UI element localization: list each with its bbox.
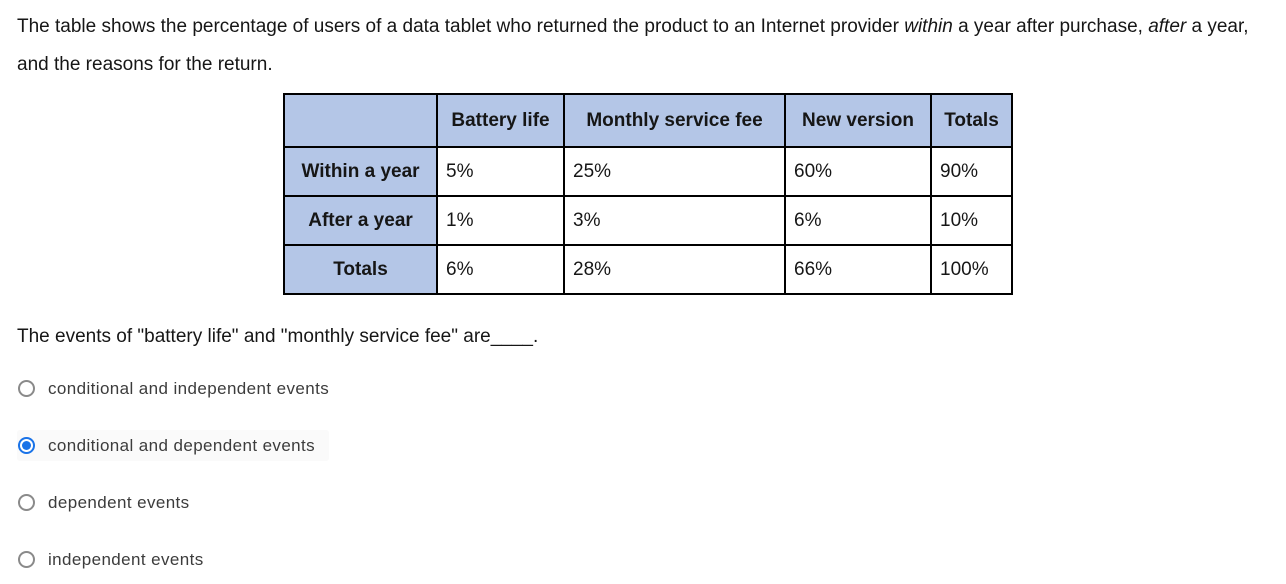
table-cell: 5%	[436, 146, 565, 197]
table-cell: 28%	[563, 244, 786, 295]
question-text: The events of "battery life" and "monthl…	[17, 326, 539, 347]
row-header-within-a-year: Within a year	[283, 146, 438, 197]
table-cell: 1%	[436, 195, 565, 246]
radio-button-unselected[interactable]	[18, 380, 35, 397]
intro-italic-after: after	[1148, 16, 1187, 37]
option-independent-events[interactable]: independent events	[17, 544, 218, 575]
table-cell: 25%	[563, 146, 786, 197]
radio-button-unselected[interactable]	[18, 494, 35, 511]
column-header-monthly-service-fee: Monthly service fee	[563, 93, 786, 148]
table-cell: 10%	[930, 195, 1013, 246]
row-header-after-a-year: After a year	[283, 195, 438, 246]
option-dependent-events[interactable]: dependent events	[17, 487, 204, 518]
table-cell: 6%	[784, 195, 932, 246]
table-cell: 100%	[930, 244, 1013, 295]
table-row: After a year 1% 3% 6% 10%	[283, 195, 1013, 246]
option-label: independent events	[48, 550, 204, 569]
data-table: Battery life Monthly service fee New ver…	[283, 93, 1013, 295]
option-label: conditional and dependent events	[48, 436, 316, 455]
answer-options: conditional and independent events condi…	[17, 373, 1269, 575]
data-table-container: Battery life Monthly service fee New ver…	[283, 93, 1269, 295]
row-header-totals: Totals	[283, 244, 438, 295]
table-row: Within a year 5% 25% 60% 90%	[283, 146, 1013, 197]
option-conditional-and-dependent[interactable]: conditional and dependent events	[17, 430, 330, 461]
intro-italic-within: within	[904, 16, 953, 37]
option-label: conditional and independent events	[48, 379, 330, 398]
column-header-totals: Totals	[930, 93, 1013, 148]
intro-part1: The table shows the percentage of users …	[17, 16, 905, 37]
intro-part2: a year after purchase,	[952, 16, 1149, 37]
table-cell: 60%	[784, 146, 932, 197]
table-header-row: Battery life Monthly service fee New ver…	[283, 93, 1013, 148]
radio-button-selected[interactable]	[18, 437, 35, 454]
table-cell: 6%	[436, 244, 565, 295]
option-label: dependent events	[48, 493, 190, 512]
option-conditional-and-independent[interactable]: conditional and independent events	[17, 373, 343, 404]
radio-button-unselected[interactable]	[18, 551, 35, 568]
table-cell: 3%	[563, 195, 786, 246]
table-cell: 90%	[930, 146, 1013, 197]
table-row: Totals 6% 28% 66% 100%	[283, 244, 1013, 295]
intro-text: The table shows the percentage of users …	[17, 8, 1269, 84]
corner-cell	[283, 93, 438, 148]
column-header-new-version: New version	[784, 93, 932, 148]
column-header-battery-life: Battery life	[436, 93, 565, 148]
table-cell: 66%	[784, 244, 932, 295]
intro-part3: a year, and the reasons for the return.	[17, 16, 1249, 75]
